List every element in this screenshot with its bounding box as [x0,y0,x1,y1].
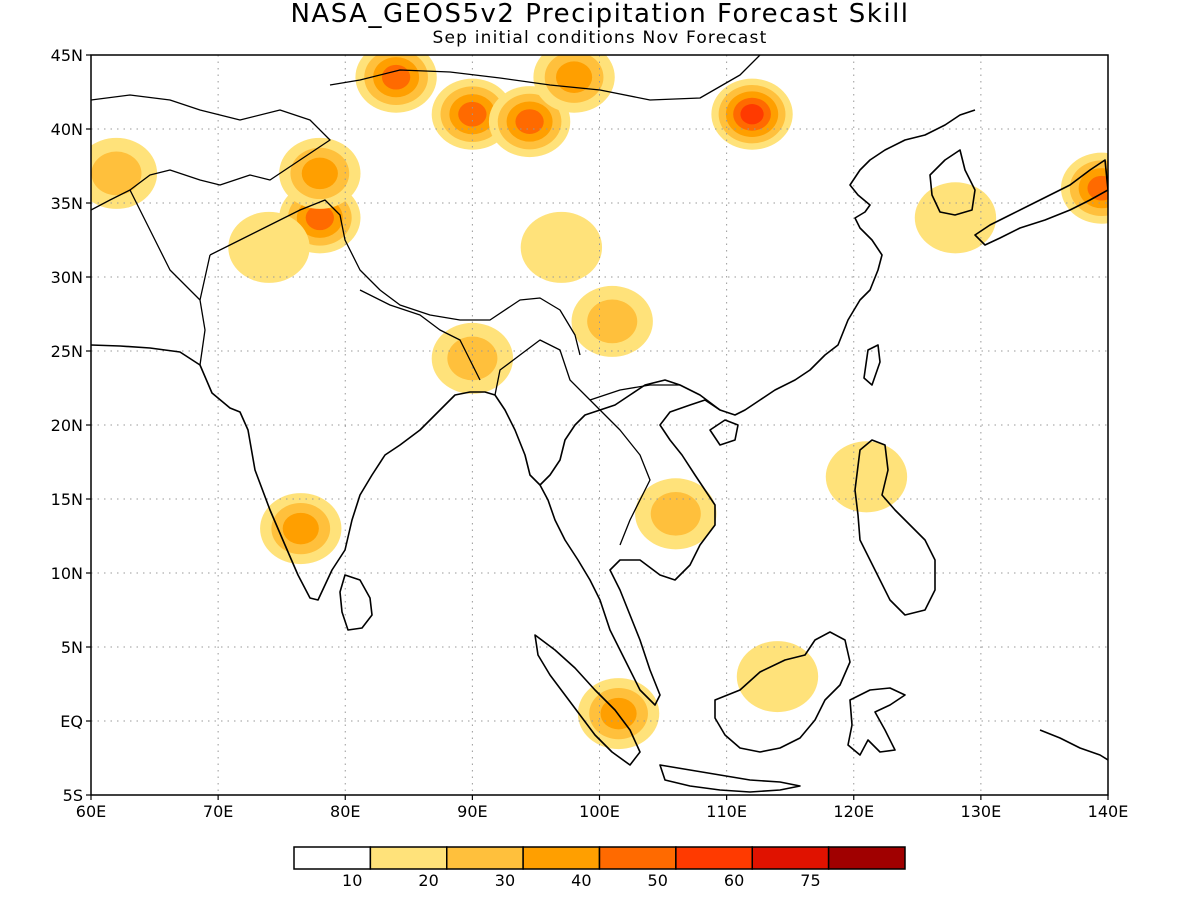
x-axis: 60E 70E 80E 90E 100E 110E 120E 130E 140E [76,795,1129,821]
x-tick-label: 60E [76,802,106,821]
y-tick-label: 45N [51,46,83,65]
colorbar-swatch [369,846,448,870]
colorbar: 10 20 30 40 50 60 75 [293,846,906,890]
coastline-japan [974,159,1108,246]
coastline-new-guinea [1039,729,1108,761]
border-central-asia [91,94,331,211]
border-himalaya [209,199,581,356]
skill-patch [914,182,997,254]
colorbar-swatch [446,846,524,870]
skill-patch [381,64,411,90]
coastline-taiwan [863,344,881,386]
skill-patch [740,104,764,125]
skill-patch [228,211,310,283]
coastline-sulawesi [847,687,906,756]
skill-patch [736,641,819,713]
x-tick-label: 70E [203,802,233,821]
skill-patch [515,109,544,134]
x-tick-label: 100E [579,802,620,821]
coastline-hainan [709,419,739,446]
x-tick-label: 130E [961,802,1002,821]
y-tick-label: 35N [51,194,83,213]
colorbar-swatch [827,846,906,870]
colorbar-label: 50 [648,871,668,890]
colorbar-swatch [293,846,372,870]
y-tick-label: 15N [51,490,83,509]
map-title: NASA_GEOS5v2 Precipitation Forecast Skil… [290,0,910,29]
border-nepal-bangladesh [359,289,481,381]
country-borders [91,55,761,546]
skill-shading [91,55,1108,750]
skill-patch [825,441,908,513]
colorbar-swatch [598,846,677,870]
x-tick-label: 120E [833,802,874,821]
skill-patch [650,491,701,536]
coastline-borneo [714,631,851,753]
y-tick-label: 5S [63,786,83,805]
border-china-vietnam [589,384,680,401]
coastline-india [91,109,976,601]
skill-patch [1087,175,1108,201]
coastline-sumatra [534,634,641,766]
y-tick-label: 5N [61,638,83,657]
skill-patch [447,336,498,381]
colorbar-label: 20 [418,871,438,890]
border-china-mongolia [329,55,761,101]
colorbar-swatch [751,846,830,870]
coastline-korea [929,149,976,216]
map-subtitle: Sep initial conditions Nov Forecast [432,28,768,48]
skill-patch [587,299,638,344]
colorbar-label: 40 [571,871,591,890]
colorbar-label: 30 [495,871,515,890]
y-tick-label: 20N [51,416,83,435]
x-tick-label: 140E [1088,802,1129,821]
coastline-sri-lanka [339,574,373,631]
skill-patch [91,151,142,196]
coastline-philippines [854,439,936,616]
y-tick-label: 40N [51,120,83,139]
skill-patch [555,61,593,93]
colorbar-label: 75 [800,871,820,890]
border-thailand-laos [599,409,651,546]
x-tick-label: 80E [330,802,360,821]
skill-patch [301,157,338,190]
coastline-indochina [539,399,721,706]
colorbar-label: 60 [724,871,744,890]
y-tick-label: 10N [51,564,83,583]
y-tick-label: 30N [51,268,83,287]
border-pakistan [129,189,211,366]
y-tick-label: EQ [60,712,83,731]
x-tick-label: 90E [457,802,487,821]
gridlines [91,55,1108,795]
colorbar-label: 10 [342,871,362,890]
y-axis: 45N 40N 35N 30N 25N 20N 15N 10N 5N EQ 5S [51,46,91,805]
skill-patch [282,512,319,545]
skill-patch [305,205,334,231]
skill-patch [520,211,603,283]
y-tick-label: 25N [51,342,83,361]
colorbar-swatch [675,846,753,870]
border-myanmar [494,339,601,411]
coastlines [91,109,1108,793]
x-tick-label: 110E [706,802,747,821]
colorbar-swatch [522,846,601,870]
coastline-java [659,764,801,793]
